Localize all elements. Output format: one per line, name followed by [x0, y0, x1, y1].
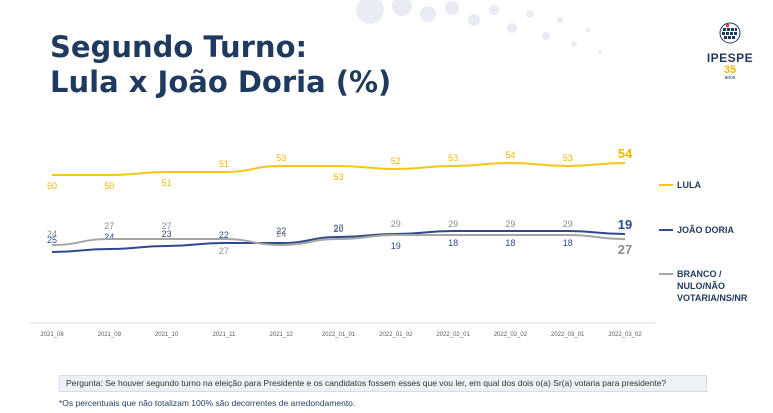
deco-dot — [542, 32, 550, 40]
data-label-lula: 51 — [162, 178, 172, 188]
data-label-doria: 22 — [276, 226, 286, 236]
x-tick-label: 2022_01_01 — [322, 332, 356, 338]
legend-swatch-branco — [659, 273, 673, 275]
data-label-branco: 27 — [162, 221, 172, 231]
x-tick-label: 2021_08 — [40, 332, 64, 338]
data-label-branco: 29 — [563, 219, 573, 229]
deco-dot — [557, 17, 563, 23]
data-label-doria: 18 — [505, 238, 515, 248]
data-label-branco: 27 — [104, 221, 114, 231]
data-label-branco: 29 — [391, 219, 401, 229]
legend-label-doria: JOÃO DORIA — [677, 225, 735, 235]
legend-item-doria: JOÃO DORIA — [659, 224, 734, 236]
deco-dot — [507, 23, 517, 33]
deco-dot — [598, 50, 602, 54]
logo-sub: anos — [724, 75, 736, 81]
deco-dot — [392, 0, 412, 16]
data-label-doria: 23 — [162, 229, 172, 239]
data-label-doria: 22 — [219, 230, 229, 240]
data-label-lula: 54 — [618, 146, 633, 161]
x-tick-label: 2021_12 — [270, 332, 294, 338]
deco-dot — [489, 5, 499, 15]
x-tick-label: 2022_03_01 — [551, 332, 585, 338]
data-label-branco: 29 — [505, 219, 515, 229]
page-title: Segundo Turno: Lula x João Doria (%) — [50, 30, 391, 100]
series-line-doria — [51, 230, 626, 253]
data-label-branco: 27 — [333, 223, 343, 233]
data-label-branco: 29 — [448, 219, 458, 229]
data-label-lula: 53 — [333, 172, 343, 182]
data-label-lula: 51 — [219, 159, 229, 169]
data-label-lula: 50 — [47, 181, 57, 191]
data-label-doria: 24 — [104, 232, 114, 242]
data-label-doria: 18 — [448, 238, 458, 248]
question-box: Pergunta: Se houver segundo turno na ele… — [59, 375, 707, 392]
data-label-lula: 53 — [563, 153, 573, 163]
deco-dot — [445, 1, 459, 15]
deco-dot — [526, 10, 534, 18]
data-label-doria: 20 — [333, 224, 343, 234]
data-label-doria: 19 — [391, 241, 401, 251]
x-tick-label: 2021_11 — [212, 332, 236, 338]
legend-swatch-lula — [659, 184, 673, 186]
deco-dot — [585, 27, 591, 33]
logo-years: 35 — [723, 64, 737, 76]
legend-item-branco: BRANCO / NULO/NÃO VOTARIA/NS/NR — [659, 268, 753, 304]
legend-label-lula: LULA — [677, 180, 701, 190]
title-line-2: Lula x João Doria (%) — [50, 65, 392, 99]
data-label-branco: 27 — [618, 242, 632, 257]
data-label-lula: 50 — [104, 181, 114, 191]
x-tick-label: 2022_02_02 — [494, 332, 528, 338]
x-tick-label: 2022_02_01 — [436, 332, 470, 338]
logo-name: IPESPE — [706, 51, 754, 65]
deco-dot — [468, 14, 480, 26]
data-label-branco: 27 — [219, 246, 229, 256]
series-line-lula — [52, 161, 626, 176]
data-label-branco: 24 — [47, 229, 57, 239]
data-label-doria: 25 — [47, 235, 57, 245]
data-label-lula: 53 — [448, 153, 458, 163]
deco-dot — [571, 41, 577, 47]
deco-dot — [420, 6, 436, 22]
data-label-doria: 19 — [618, 217, 632, 232]
logo-globe-icon — [719, 22, 741, 44]
legend-item-lula: LULA — [659, 179, 701, 191]
ipespe-logo: IPESPE 35 anos — [705, 22, 755, 81]
data-label-doria: 18 — [563, 238, 573, 248]
title-line-1: Segundo Turno: — [50, 30, 308, 64]
deco-dot — [356, 0, 384, 24]
x-tick-label: 2022_03_02 — [608, 332, 642, 338]
data-label-branco: 24 — [276, 229, 286, 239]
legend-label-branco: BRANCO / NULO/NÃO VOTARIA/NS/NR — [677, 269, 748, 303]
data-label-lula: 54 — [505, 150, 515, 160]
data-label-lula: 52 — [391, 156, 401, 166]
footnote: *Os percentuais que não totalizam 100% s… — [59, 398, 356, 408]
series-line-branco — [51, 234, 626, 247]
x-tick-label: 2021_10 — [155, 332, 179, 338]
x-tick-label: 2022_01_02 — [379, 332, 413, 338]
legend-swatch-doria — [659, 229, 673, 231]
data-label-lula: 53 — [276, 153, 286, 163]
x-tick-label: 2021_09 — [98, 332, 122, 338]
